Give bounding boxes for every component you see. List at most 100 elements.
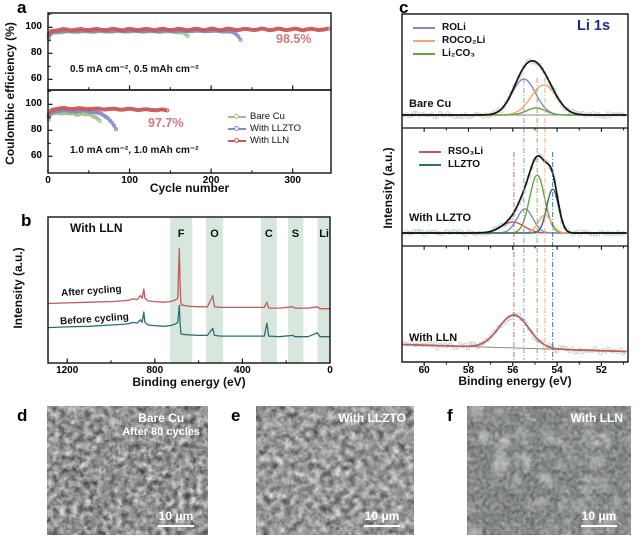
xps-scatter-point bbox=[402, 113, 407, 118]
marker-with-lln bbox=[91, 106, 96, 111]
marker-with-lln bbox=[58, 106, 64, 111]
marker-bare-cu bbox=[77, 29, 82, 34]
xps-scatter-point bbox=[407, 114, 412, 119]
marker-with-lln bbox=[287, 27, 292, 32]
xps-scatter-point bbox=[593, 346, 598, 351]
sem-e-scalebar: 10 μm bbox=[364, 509, 400, 527]
marker-with-lln bbox=[142, 27, 147, 32]
xps-scatter-point bbox=[580, 350, 585, 355]
xps-scatter-point bbox=[593, 232, 598, 237]
marker-with-lln bbox=[56, 106, 62, 111]
marker-with-llzto bbox=[61, 108, 66, 113]
xps-scatter-point bbox=[435, 231, 440, 236]
marker-with-lln bbox=[52, 107, 57, 112]
band-label-c: C bbox=[264, 228, 273, 240]
marker-with-lln bbox=[307, 26, 312, 32]
marker-bare-cu bbox=[91, 29, 96, 34]
marker-with-lln bbox=[52, 28, 57, 33]
panel-b-label: b bbox=[21, 211, 32, 230]
marker-with-llzto bbox=[138, 29, 143, 34]
xps-scatter-point bbox=[455, 114, 460, 119]
marker-bare-cu bbox=[160, 29, 166, 34]
marker-with-llzto bbox=[58, 29, 64, 34]
xps-scatter-point bbox=[493, 329, 498, 334]
xps-scatter-point bbox=[575, 229, 580, 234]
marker-bare-cu bbox=[63, 29, 68, 34]
xps-scatter-point bbox=[595, 348, 600, 353]
marker-with-lln bbox=[179, 26, 184, 32]
marker-with-lln bbox=[146, 27, 151, 32]
marker-with-lln bbox=[79, 27, 84, 32]
marker-with-llzto bbox=[116, 28, 121, 33]
xps-scatter-point bbox=[549, 167, 555, 173]
marker-with-lln bbox=[81, 27, 86, 32]
marker-with-lln bbox=[326, 26, 331, 31]
marker-with-lln bbox=[150, 28, 155, 33]
xps-scatter-point bbox=[460, 114, 465, 119]
marker-with-llzto bbox=[107, 118, 113, 123]
xps-scatter-point bbox=[565, 107, 570, 112]
marker-bare-cu bbox=[65, 29, 70, 34]
marker-with-llzto bbox=[97, 28, 102, 33]
marker-with-llzto bbox=[105, 29, 110, 34]
marker-with-lln bbox=[313, 27, 318, 32]
marker-with-lln bbox=[303, 27, 308, 32]
curve bbox=[402, 174, 627, 234]
marker-with-llzto bbox=[109, 28, 115, 33]
xps-scatter-point bbox=[567, 229, 572, 234]
xps-scatter-point bbox=[565, 347, 570, 352]
xps-scatter-point bbox=[565, 227, 570, 232]
xps-scatter-point bbox=[524, 181, 529, 186]
marker-bare-cu bbox=[71, 111, 76, 116]
marker-with-lln bbox=[162, 26, 168, 32]
xps-scatter-point bbox=[442, 230, 448, 235]
sem-texture-e bbox=[256, 406, 414, 535]
marker-with-llzto bbox=[195, 28, 200, 33]
marker-with-llzto bbox=[179, 28, 184, 33]
xps-scatter-point bbox=[481, 231, 486, 236]
marker-with-llzto bbox=[211, 28, 217, 33]
xps-scatter-point bbox=[524, 322, 529, 327]
marker-with-llzto bbox=[109, 120, 115, 125]
marker-with-lln bbox=[138, 107, 143, 112]
xps-scatter-point bbox=[537, 62, 542, 67]
marker-with-llzto bbox=[140, 28, 145, 34]
xps-scatter-point bbox=[577, 111, 583, 116]
x-tick-label: 300 bbox=[284, 175, 301, 186]
marker-bare-cu bbox=[50, 111, 55, 116]
xps-scatter-point bbox=[491, 330, 496, 335]
marker-with-llzto bbox=[69, 29, 74, 34]
marker-bare-cu bbox=[181, 30, 186, 35]
marker-with-llzto bbox=[209, 28, 214, 33]
marker-with-llzto bbox=[101, 28, 106, 34]
marker-with-lln bbox=[169, 27, 174, 33]
marker-with-lln bbox=[50, 107, 55, 112]
marker-with-llzto bbox=[224, 29, 229, 34]
xps-scatter-point bbox=[600, 114, 606, 119]
marker-with-llzto bbox=[67, 28, 72, 33]
xps-scatter-point bbox=[453, 346, 458, 351]
x-tick-label: 200 bbox=[202, 175, 220, 186]
legend-dot bbox=[234, 125, 239, 131]
marker-with-lln bbox=[244, 26, 249, 32]
xps-scatter-point bbox=[613, 232, 618, 237]
xps-scatter-point bbox=[511, 312, 516, 317]
xps-scatter-point bbox=[606, 230, 611, 235]
marker-bare-cu bbox=[105, 29, 110, 34]
marker-with-lln bbox=[114, 27, 119, 32]
xps-scatter-point bbox=[498, 324, 504, 329]
marker-bare-cu bbox=[150, 29, 155, 34]
xps-scatter-point bbox=[537, 338, 542, 343]
marker-with-lln bbox=[154, 108, 159, 113]
marker-with-llzto bbox=[191, 28, 196, 34]
xps-scatter-point bbox=[420, 229, 425, 234]
sem-e-caption: With LLZTO bbox=[338, 411, 406, 426]
marker-with-lln bbox=[197, 27, 202, 32]
xps-scatter-point bbox=[496, 107, 501, 112]
marker-with-lln bbox=[93, 106, 98, 111]
xps-scatter-point bbox=[412, 228, 417, 234]
sem-image-with-lln: With LLN 10 μm bbox=[467, 406, 631, 535]
marker-with-lln bbox=[85, 107, 90, 112]
marker-with-lln bbox=[134, 27, 139, 32]
